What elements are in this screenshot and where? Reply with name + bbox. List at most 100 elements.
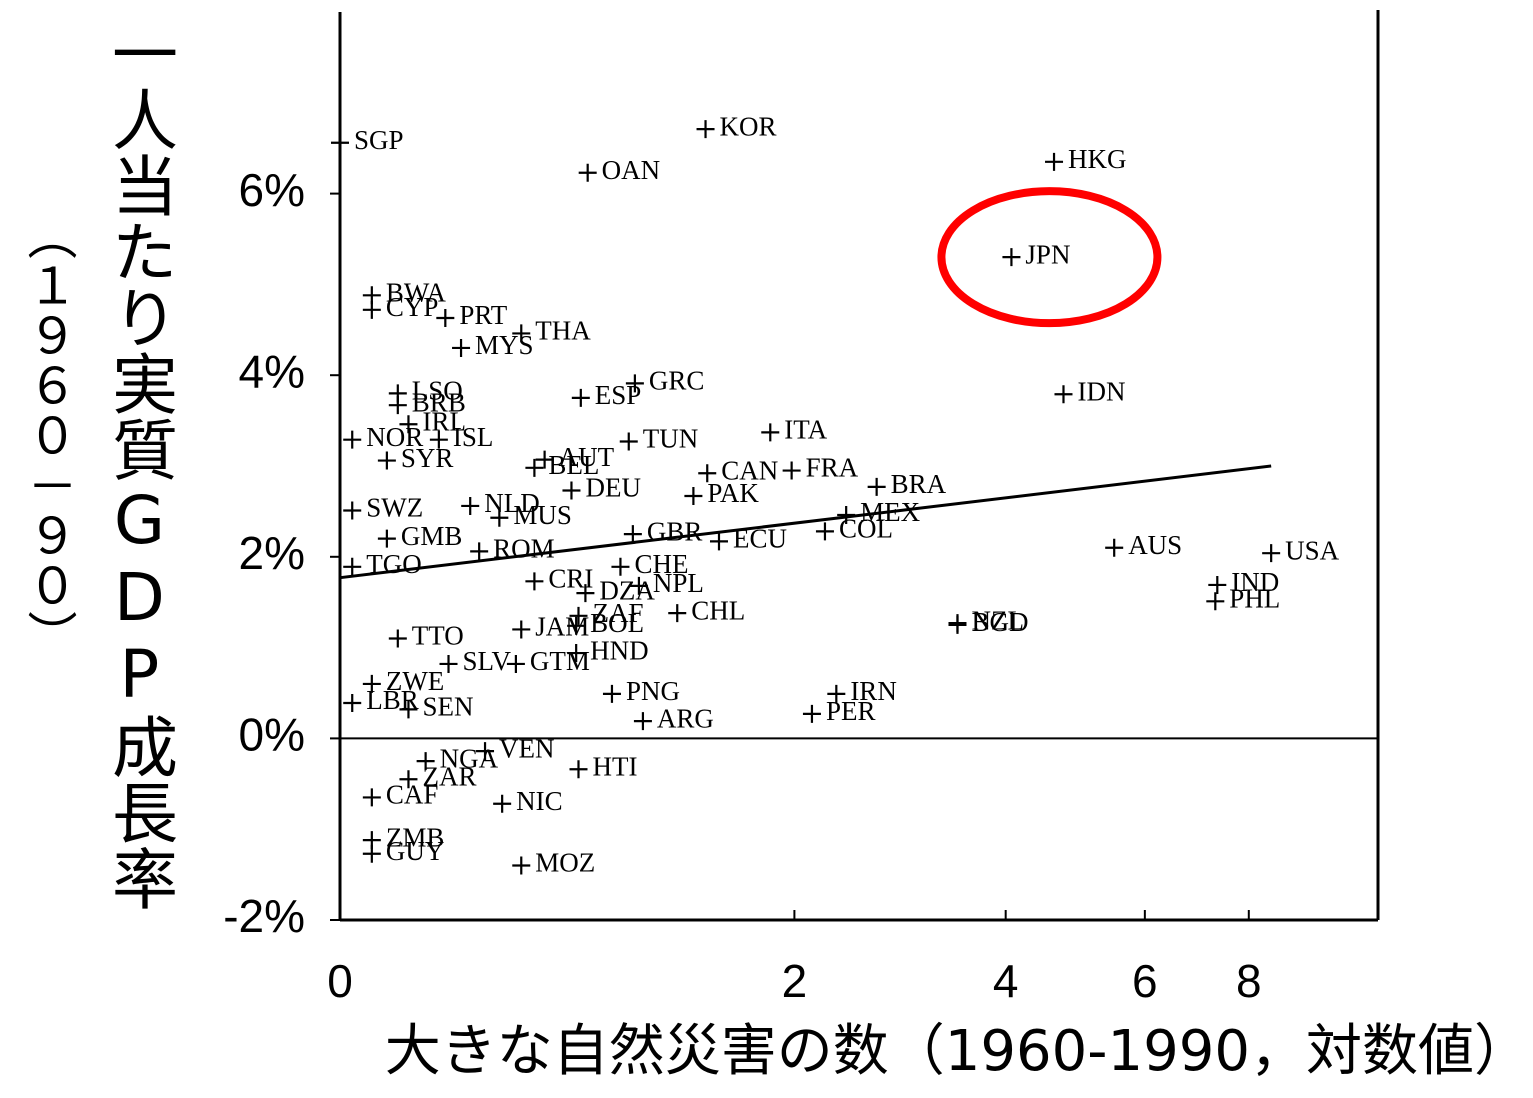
point-label: KOR xyxy=(720,111,777,141)
point xyxy=(388,396,407,415)
point xyxy=(399,700,418,719)
point xyxy=(569,760,588,779)
point-label: ZWE xyxy=(386,666,444,696)
point xyxy=(569,606,588,625)
point xyxy=(576,584,595,603)
point-label: DEU xyxy=(585,473,641,503)
point xyxy=(343,430,362,449)
x-tick-label: 8 xyxy=(1236,955,1262,1007)
point xyxy=(399,415,418,434)
point xyxy=(696,120,715,139)
point-label: GRC xyxy=(649,366,705,396)
point xyxy=(629,576,648,595)
point-label: IDN xyxy=(1077,376,1125,406)
point-label: ZAR xyxy=(422,761,476,791)
point-label: CAN xyxy=(721,455,778,485)
point xyxy=(623,525,642,544)
point xyxy=(1208,575,1227,594)
point xyxy=(782,461,801,480)
point xyxy=(470,542,489,561)
point-label: AUT xyxy=(559,442,615,472)
point-label: NPL xyxy=(653,568,704,598)
point xyxy=(1105,538,1124,557)
point-label: ECU xyxy=(733,524,787,554)
x-axis-label: 大きな自然災害の数（1960-1990，対数値） xyxy=(385,1019,1530,1084)
point xyxy=(343,693,362,712)
point-label: GBR xyxy=(647,516,703,546)
point xyxy=(416,752,435,771)
point-label: MUS xyxy=(513,500,572,530)
y-tick-label: 6% xyxy=(239,164,305,216)
x-tick-label: 2 xyxy=(782,955,808,1007)
point-label: NZL xyxy=(971,605,1023,635)
point xyxy=(761,423,780,442)
point xyxy=(567,644,586,663)
point-label: HKG xyxy=(1068,144,1127,174)
point-label: ZAF xyxy=(592,598,643,628)
point xyxy=(343,557,362,576)
point-label: CHL xyxy=(691,595,745,625)
point xyxy=(578,163,597,182)
point-label: HND xyxy=(590,635,649,665)
point xyxy=(525,458,544,477)
point-label: SGP xyxy=(354,125,404,155)
point-label: ROM xyxy=(493,534,555,564)
trend-line xyxy=(339,464,1272,580)
point xyxy=(602,684,621,703)
highlight-circle xyxy=(937,187,1162,328)
point-label: TTO xyxy=(412,621,464,651)
point xyxy=(429,430,448,449)
point xyxy=(668,604,687,623)
point xyxy=(567,616,586,635)
point xyxy=(619,432,638,451)
point xyxy=(633,712,652,731)
point-label: NLD xyxy=(484,488,540,518)
point xyxy=(827,684,846,703)
point xyxy=(493,794,512,813)
point-label: COL xyxy=(839,514,893,544)
point-label: BGD xyxy=(971,607,1028,637)
point-label: HTI xyxy=(592,751,637,781)
point xyxy=(399,770,418,789)
point-label: DZA xyxy=(599,575,655,605)
point xyxy=(1054,385,1073,404)
point-label: SWZ xyxy=(366,493,423,523)
point-label: BWA xyxy=(386,277,447,307)
point-label: AUS xyxy=(1128,530,1182,560)
point-label: MYS xyxy=(475,330,534,360)
point-label: SYR xyxy=(401,443,454,473)
point xyxy=(436,308,455,327)
point-label: PHL xyxy=(1229,583,1280,613)
point-label: PRT xyxy=(459,300,507,330)
y-tick-label: 0% xyxy=(239,709,305,761)
y-tick-label: -2% xyxy=(223,890,305,942)
x-tick-label: 0 xyxy=(327,955,353,1007)
point-label: IND xyxy=(1231,567,1279,597)
point xyxy=(476,742,495,761)
point xyxy=(1045,152,1064,171)
point-label: IRL xyxy=(422,406,466,436)
y-axis-label: 一人当たり実質GDP成長率 xyxy=(101,20,178,911)
point xyxy=(362,300,381,319)
point xyxy=(512,856,531,875)
point xyxy=(490,508,509,527)
point-label: GUY xyxy=(386,836,445,866)
point xyxy=(331,133,349,152)
point xyxy=(535,450,554,469)
point xyxy=(815,522,834,541)
point xyxy=(512,620,531,639)
point-label: MOZ xyxy=(535,848,595,878)
point xyxy=(562,481,581,500)
point xyxy=(1206,592,1225,611)
point xyxy=(377,529,396,548)
point xyxy=(948,615,967,634)
point-label: IRN xyxy=(850,676,897,706)
point-label: SEN xyxy=(422,692,473,722)
point-label: BEL xyxy=(548,450,599,480)
point-label: THA xyxy=(535,316,591,346)
point xyxy=(709,532,728,551)
point xyxy=(802,704,821,723)
point-label: SLV xyxy=(463,646,512,676)
point-label: PER xyxy=(826,696,876,726)
